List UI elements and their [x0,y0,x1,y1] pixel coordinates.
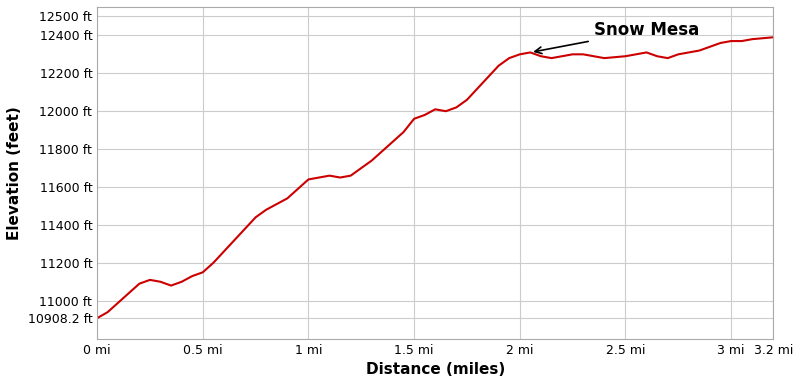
Y-axis label: Elevation (feet): Elevation (feet) [7,106,22,240]
Text: Snow Mesa: Snow Mesa [535,22,699,54]
X-axis label: Distance (miles): Distance (miles) [366,362,505,377]
